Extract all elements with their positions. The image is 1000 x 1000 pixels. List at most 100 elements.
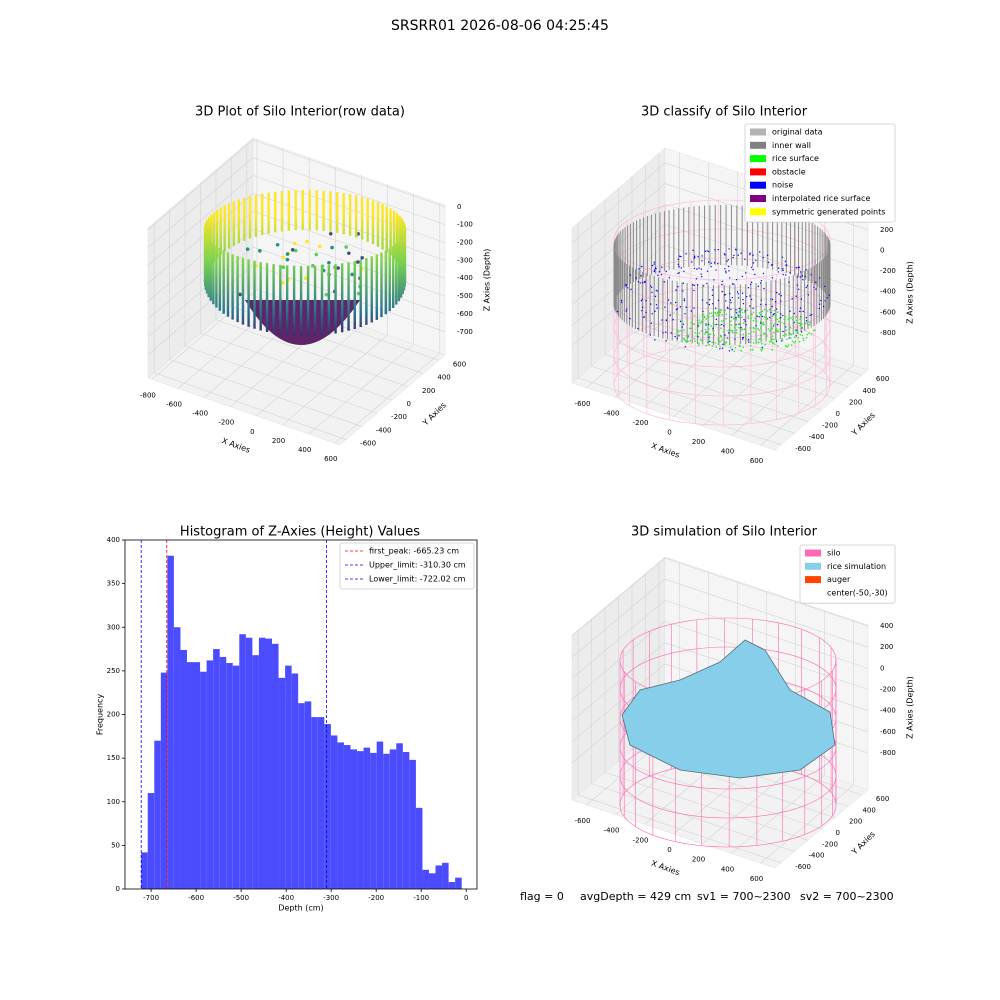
noise-point — [727, 332, 730, 334]
rice-point — [703, 315, 706, 318]
noise-point — [725, 270, 727, 272]
y-tick-label: 200 — [422, 387, 435, 395]
y-tick-label: -600 — [360, 440, 376, 448]
point-cloud — [347, 251, 351, 256]
rice-point — [787, 318, 790, 321]
noise-point — [701, 299, 704, 301]
rice-point — [808, 323, 811, 326]
y-axis-label: Y Axies — [420, 401, 448, 429]
rice-point — [788, 316, 790, 319]
noise-point — [761, 315, 764, 318]
rice-point — [754, 318, 757, 320]
noise-point — [730, 308, 732, 310]
legend-label: Lower_limit: -722.02 cm — [369, 575, 466, 584]
noise-point — [771, 277, 774, 279]
rice-point — [761, 310, 764, 313]
noise-point — [629, 317, 631, 320]
legend-label: rice surface — [772, 154, 819, 163]
rice-point — [776, 318, 778, 321]
noise-point — [651, 286, 653, 289]
noise-point — [748, 341, 750, 343]
y-axis-label: Y Axies — [849, 830, 877, 858]
noise-point — [727, 265, 730, 268]
grid-line — [664, 557, 869, 627]
z-tick-label: -200 — [880, 267, 896, 275]
bar — [350, 749, 358, 889]
noise-point — [773, 313, 775, 315]
noise-point — [668, 277, 670, 279]
rice-point — [720, 327, 722, 329]
noise-point — [752, 254, 754, 257]
rice-point — [731, 330, 734, 332]
noise-point — [700, 268, 703, 270]
rice-point — [799, 324, 802, 327]
rice-point — [735, 331, 738, 334]
legend-label: obstacle — [772, 167, 806, 176]
rice-point — [742, 333, 745, 336]
point-cloud — [350, 272, 354, 277]
rice-point — [727, 329, 730, 331]
noise-point — [788, 281, 790, 283]
rice-point — [693, 337, 696, 340]
rice-point — [717, 339, 720, 342]
bar — [272, 643, 279, 889]
rice-point — [710, 312, 713, 314]
noise-point — [704, 250, 707, 253]
rice-point — [705, 322, 707, 325]
legend-label: Upper_limit: -310.30 cm — [369, 561, 466, 570]
rice-point — [725, 317, 727, 320]
rice-point — [728, 343, 731, 345]
noise-point — [730, 301, 732, 304]
noise-point — [682, 323, 685, 325]
noise-point — [802, 279, 804, 281]
y-tick-label: 400 — [862, 806, 875, 814]
rice-point — [771, 335, 774, 337]
rice-point — [784, 315, 787, 318]
rice-point — [724, 309, 727, 312]
noise-point — [675, 308, 678, 311]
bar — [376, 741, 384, 889]
noise-point — [822, 305, 825, 308]
rice-point — [755, 320, 758, 323]
rice-point — [770, 326, 773, 328]
noise-point — [693, 267, 696, 270]
bar — [232, 665, 240, 889]
noise-point — [747, 338, 750, 341]
noise-point — [713, 279, 715, 281]
noise-point — [728, 292, 731, 295]
rice-point — [676, 329, 679, 332]
point-cloud — [311, 263, 315, 268]
rice-point — [800, 322, 803, 325]
legend-label: original data — [772, 128, 823, 137]
rice-point — [710, 325, 712, 327]
noise-point — [721, 290, 723, 293]
noise-point — [670, 302, 672, 304]
rice-point — [727, 337, 729, 340]
noise-point — [693, 284, 696, 287]
bar — [180, 649, 187, 889]
rice-point — [741, 328, 744, 331]
rice-point — [736, 313, 739, 316]
legend-swatch — [805, 562, 821, 570]
noise-point — [762, 272, 765, 275]
rice-point — [742, 322, 745, 324]
noise-point — [798, 266, 800, 268]
noise-point — [654, 310, 656, 312]
rice-point — [806, 323, 809, 325]
rice-point — [766, 318, 769, 320]
rice-point — [739, 345, 741, 348]
legend-swatch — [750, 168, 766, 176]
noise-point — [742, 338, 744, 340]
noise-point — [693, 289, 695, 292]
noise-point — [752, 262, 755, 264]
y-tick-label: 600 — [876, 375, 889, 383]
noise-point — [800, 331, 803, 333]
rice-point — [785, 333, 788, 336]
noise-point — [651, 264, 654, 267]
noise-point — [710, 265, 712, 268]
noise-point — [694, 256, 696, 259]
grid-line — [577, 377, 782, 446]
y-tick-label: 0 — [407, 400, 411, 408]
point-cloud — [336, 266, 340, 270]
rice-point — [717, 338, 720, 341]
